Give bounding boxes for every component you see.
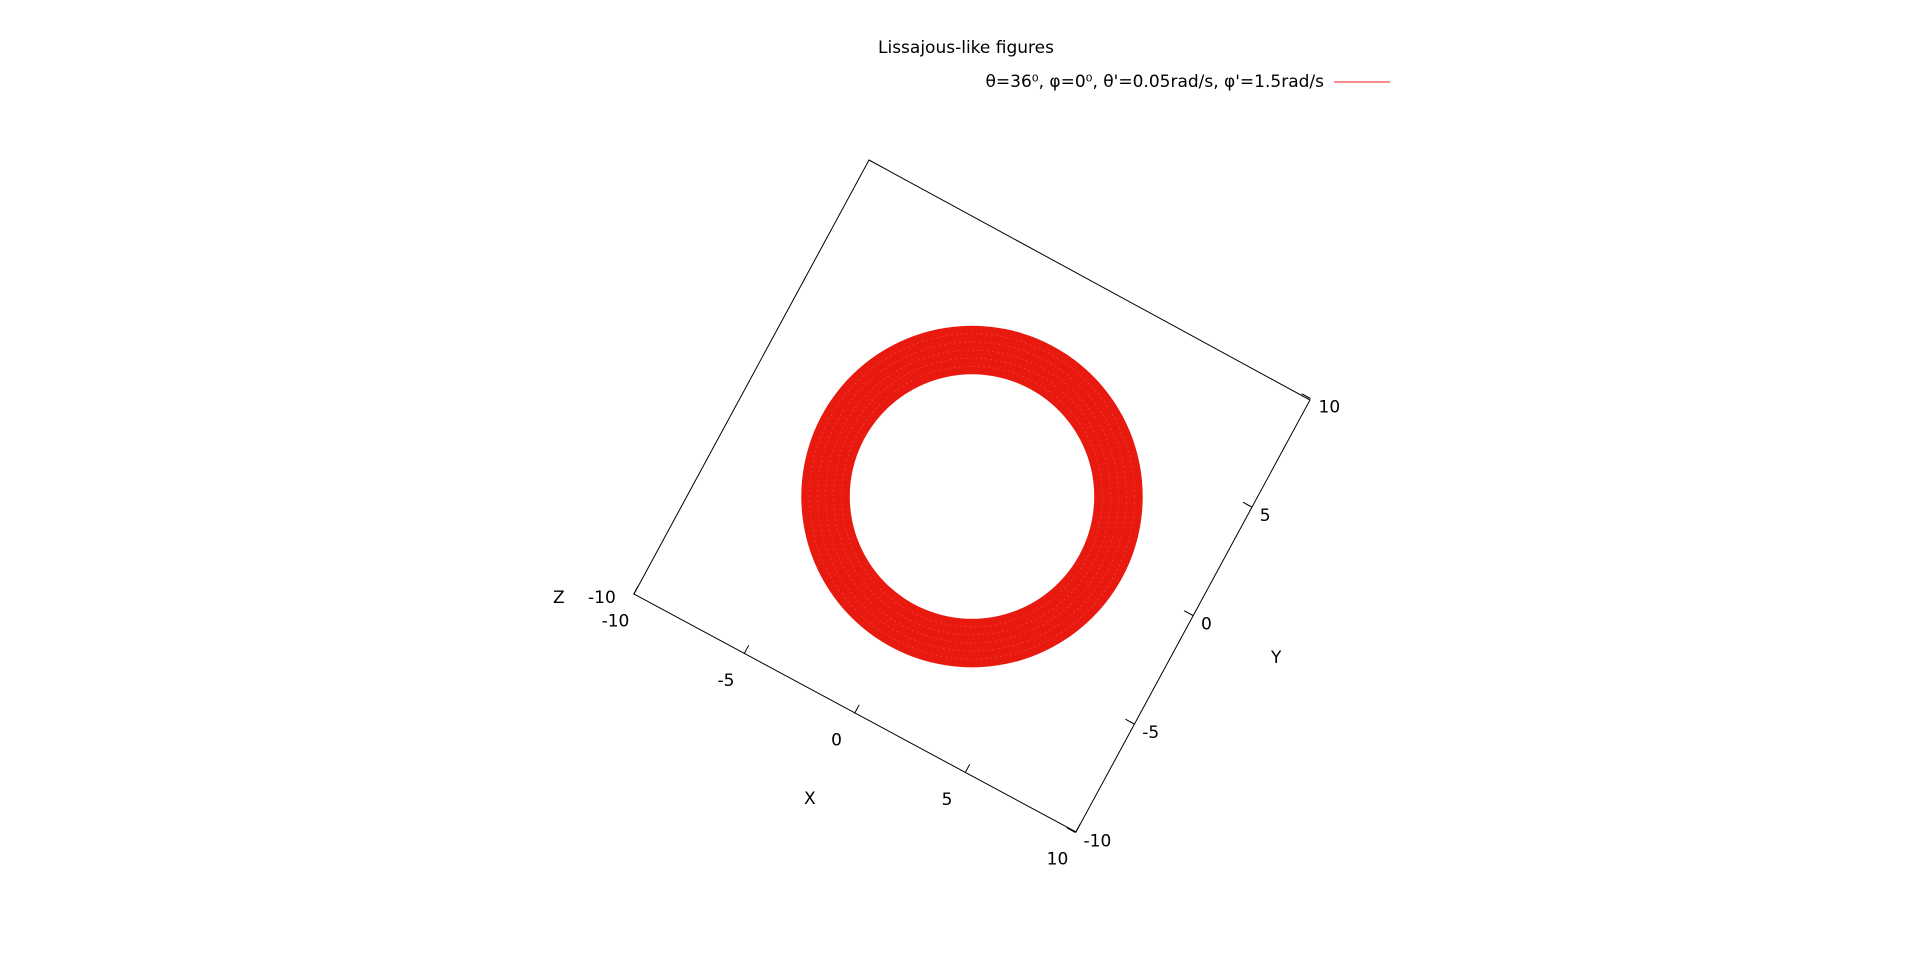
z-tick-label: -10 bbox=[588, 588, 616, 608]
x-tick-label: -10 bbox=[602, 612, 630, 632]
data-ring-band bbox=[801, 325, 1143, 668]
x-tick-mark bbox=[854, 704, 860, 714]
data-ring-trace bbox=[841, 365, 1103, 628]
y-tick-mark bbox=[1183, 610, 1194, 616]
y-tick-label: 10 bbox=[1319, 398, 1341, 418]
y-tick-label: 5 bbox=[1260, 506, 1271, 526]
x-tick-label: 10 bbox=[1047, 850, 1069, 870]
data-ring-trace bbox=[825, 349, 1119, 644]
x-tick-mark bbox=[743, 645, 750, 655]
x-tick-label: -5 bbox=[718, 671, 735, 691]
y-tick-mark bbox=[1301, 393, 1311, 399]
y-tick-mark bbox=[1242, 501, 1252, 508]
y-tick-label: -10 bbox=[1084, 832, 1112, 852]
x-tick-mark bbox=[633, 585, 639, 595]
z-axis-ticks: -10 bbox=[588, 588, 616, 608]
y-tick-mark bbox=[1066, 827, 1076, 833]
data-ring-trace bbox=[817, 341, 1127, 652]
x-tick-mark bbox=[964, 764, 971, 774]
z-axis-label: Z bbox=[553, 588, 565, 608]
plot-border bbox=[633, 159, 1311, 833]
y-axis-label: Y bbox=[1270, 648, 1282, 668]
y-axis-ticks: -10 -5 0 5 10 bbox=[1066, 393, 1341, 852]
chart-title: Lissajous-like figures bbox=[878, 38, 1054, 58]
x-axis-label: X bbox=[804, 789, 816, 809]
y-tick-label: 0 bbox=[1201, 615, 1212, 635]
data-ring bbox=[801, 325, 1143, 668]
x-tick-mark bbox=[1075, 823, 1081, 833]
x-tick-label: 5 bbox=[942, 790, 953, 810]
data-ring-trace bbox=[809, 333, 1135, 660]
y-tick-label: -5 bbox=[1142, 723, 1159, 743]
x-tick-label: 0 bbox=[831, 731, 842, 751]
data-ring-trace bbox=[833, 357, 1111, 636]
y-tick-mark bbox=[1125, 718, 1135, 725]
legend-entry-label: θ=36⁰, φ=0⁰, θ'=0.05rad/s, φ'=1.5rad/s bbox=[985, 72, 1324, 92]
legend: θ=36⁰, φ=0⁰, θ'=0.05rad/s, φ'=1.5rad/s bbox=[985, 72, 1390, 92]
x-axis-ticks: -10 -5 0 5 10 bbox=[602, 585, 1081, 870]
